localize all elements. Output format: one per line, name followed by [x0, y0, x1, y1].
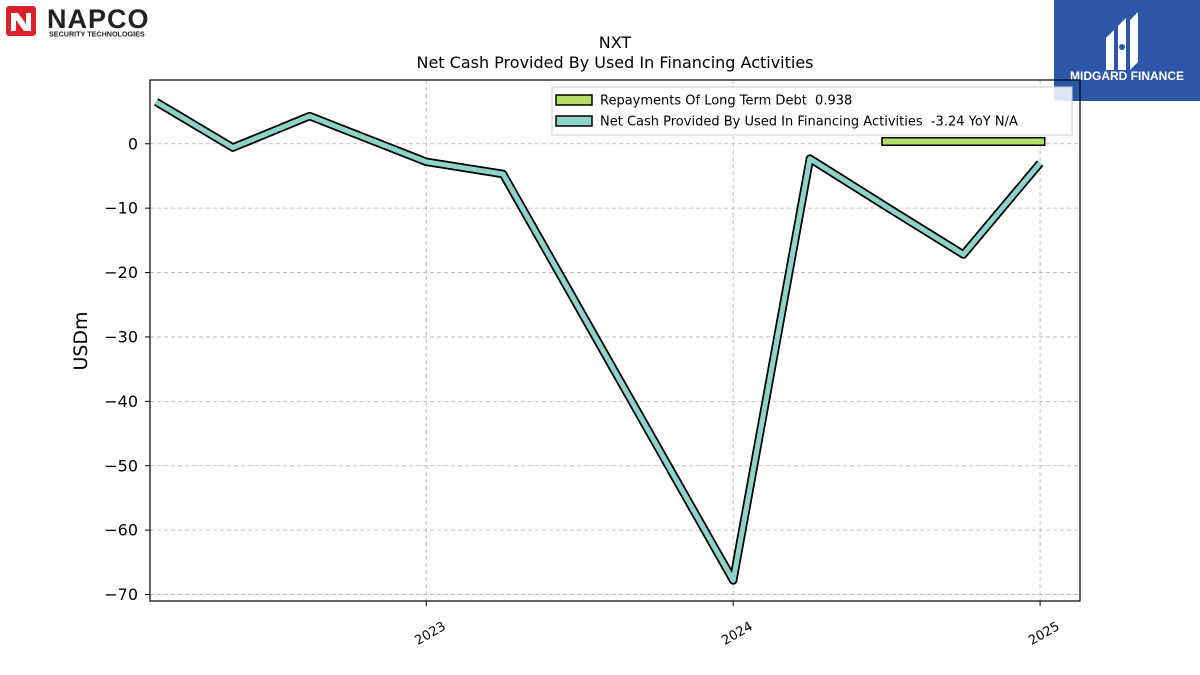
net-cash-line [154, 99, 1043, 583]
legend-swatch-bar [555, 94, 593, 106]
legend-swatch-line [555, 115, 593, 127]
midgard-logo-text: MIDGARD FINANCE [1070, 69, 1184, 83]
chart-subtitle: Net Cash Provided By Used In Financing A… [416, 53, 813, 72]
x-axis-ticks: 2023 2024 2025 [412, 601, 1062, 649]
legend-box [551, 86, 1073, 136]
repayments-bar [881, 136, 1046, 147]
y-tick-label: −50 [104, 456, 138, 475]
y-tick-label: −10 [104, 199, 138, 218]
plot-frame [149, 79, 1081, 602]
x-tick-label: 2025 [1026, 619, 1062, 649]
y-tick-label: −40 [104, 392, 138, 411]
chart-title: NXT [599, 33, 632, 52]
napco-logo-subtext: SECURITY TECHNOLOGIES [49, 30, 145, 39]
x-tick-label: 2024 [719, 619, 755, 649]
x-tick-label: 2023 [412, 619, 448, 649]
y-tick-label: −30 [104, 327, 138, 346]
napco-logo-text: NAPCO [47, 4, 150, 34]
napco-logo: NAPCO SECURITY TECHNOLOGIES [6, 4, 150, 39]
y-tick-label: −20 [104, 263, 138, 282]
y-axis-ticks: 0 −10 −20 −30 −40 −50 −60 −70 [104, 134, 150, 604]
napco-mark-icon [6, 6, 36, 36]
grid-lines [150, 80, 1080, 601]
y-tick-label: 0 [128, 134, 138, 153]
bar-series [881, 136, 1046, 147]
legend-label-repayments: Repayments Of Long Term Debt 0.938 [600, 94, 852, 109]
midgard-mark-icon [1106, 12, 1138, 70]
midgard-finance-logo: MIDGARD FINANCE [1054, 0, 1200, 101]
line-series [153, 98, 1044, 585]
legend-label-net-cash: Net Cash Provided By Used In Financing A… [600, 115, 1018, 130]
y-tick-label: −70 [104, 585, 138, 604]
y-tick-label: −60 [104, 521, 138, 540]
y-axis-label: USDm [70, 311, 92, 370]
legend: Repayments Of Long Term Debt 0.938 Net C… [551, 86, 1073, 136]
